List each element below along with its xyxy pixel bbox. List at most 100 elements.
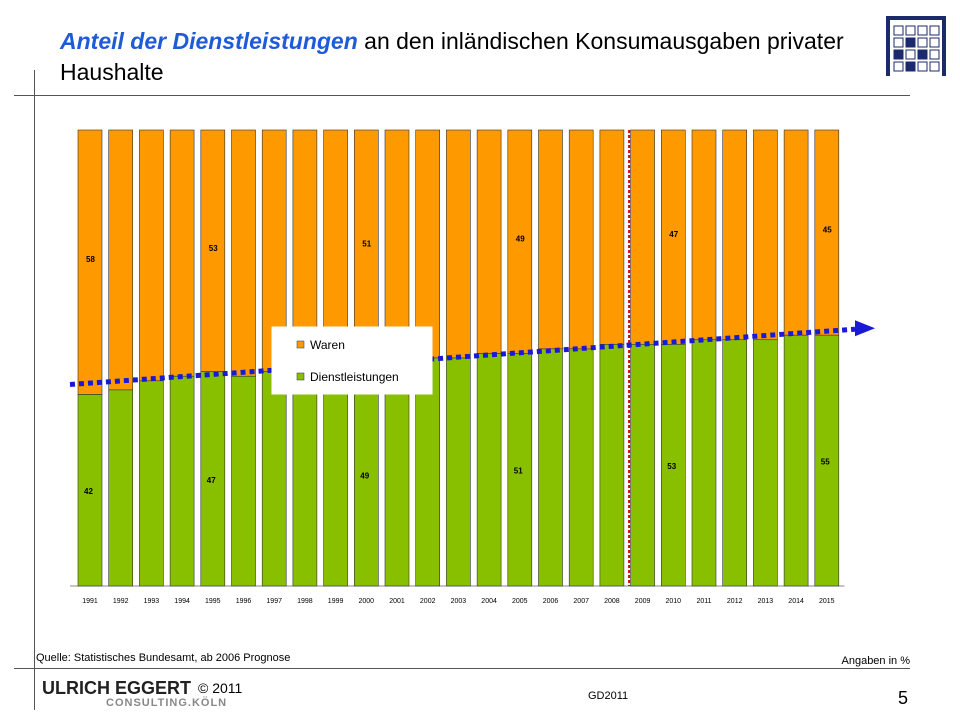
tick-label-2004: 2004 xyxy=(481,598,497,605)
bar-waren-2003 xyxy=(446,129,471,359)
bar-waren-1995 xyxy=(200,129,226,372)
tick-label-2013: 2013 xyxy=(758,598,774,605)
header-divider xyxy=(14,95,910,96)
bar-waren-2008 xyxy=(599,129,625,345)
tick-label-2009: 2009 xyxy=(635,598,651,605)
bar-dienst-1994 xyxy=(169,375,195,587)
tick-label-2000: 2000 xyxy=(359,598,375,605)
bar-waren-2014 xyxy=(783,129,809,336)
tick-label-2012: 2012 xyxy=(727,598,743,605)
bar-dienst-2008 xyxy=(599,344,625,587)
tick-label-1999: 1999 xyxy=(328,598,344,605)
tick-label-1998: 1998 xyxy=(297,598,313,605)
legend-box xyxy=(271,326,433,395)
title-highlight: Anteil der Dienstleistungen xyxy=(60,28,358,54)
tick-label-2014: 2014 xyxy=(788,598,804,605)
tick-label-2008: 2008 xyxy=(604,598,620,605)
tick-label-2005: 2005 xyxy=(512,598,528,605)
bar-dienst-1996 xyxy=(231,375,256,587)
data-label-dienst-2005: 51 xyxy=(514,467,523,476)
legend-label-waren: Waren xyxy=(310,338,345,352)
unit-note: Angaben in % xyxy=(841,655,911,667)
bar-dienst-1998 xyxy=(292,366,318,587)
bar-waren-1992 xyxy=(108,129,133,391)
bar-waren-2013 xyxy=(753,129,778,341)
data-label-dienst-1995: 47 xyxy=(207,476,216,485)
bar-dienst-2009 xyxy=(630,344,655,587)
legend-swatch-dienst xyxy=(296,372,305,381)
tick-label-2002: 2002 xyxy=(420,598,436,605)
bar-waren-2010 xyxy=(660,129,686,345)
bar-dienst-2007 xyxy=(568,348,594,587)
bar-dienst-2012 xyxy=(722,339,748,587)
bar-waren-2011 xyxy=(691,129,717,341)
bar-dienst-2006 xyxy=(538,348,563,587)
bar-dienst-2004 xyxy=(476,353,502,587)
title-rest: an den inländischen Konsumausgaben priva… xyxy=(60,28,844,85)
data-label-waren-2015: 45 xyxy=(823,226,832,235)
bar-dienst-2014 xyxy=(783,334,809,587)
data-label-waren-1991: 58 xyxy=(86,255,95,264)
tick-label-1996: 1996 xyxy=(236,598,252,605)
bar-waren-2000 xyxy=(353,129,379,363)
tick-label-1991: 1991 xyxy=(82,598,98,605)
bar-waren-2002 xyxy=(415,129,441,359)
tick-label-2011: 2011 xyxy=(696,598,711,605)
bar-waren-1996 xyxy=(231,129,256,377)
bar-waren-2012 xyxy=(722,129,748,341)
bar-dienst-1995 xyxy=(200,371,226,587)
tick-label-2001: 2001 xyxy=(389,598,405,605)
data-label-dienst-1991: 42 xyxy=(84,487,93,496)
bar-dienst-1999 xyxy=(323,366,348,587)
tick-label-1995: 1995 xyxy=(205,598,221,605)
tick-label-2007: 2007 xyxy=(573,598,589,605)
brand-sub: CONSULTING.KÖLN xyxy=(106,697,228,709)
bar-dienst-1992 xyxy=(108,389,133,587)
document-code: GD2011 xyxy=(588,690,629,702)
bar-dienst-2003 xyxy=(446,357,471,587)
bar-waren-2006 xyxy=(538,129,563,350)
footer-divider xyxy=(14,668,910,669)
data-label-waren-2000: 51 xyxy=(362,239,371,248)
tick-label-2015: 2015 xyxy=(819,598,835,605)
left-divider xyxy=(34,70,35,710)
tick-label-1997: 1997 xyxy=(266,598,282,605)
trend-arrowhead xyxy=(855,320,875,337)
bar-dienst-1997 xyxy=(261,371,287,587)
data-label-waren-2010: 47 xyxy=(669,230,678,239)
data-label-dienst-2010: 53 xyxy=(667,462,676,471)
bar-dienst-2002 xyxy=(415,357,441,587)
bar-waren-2005 xyxy=(507,129,533,354)
data-label-dienst-2000: 49 xyxy=(360,471,369,480)
bar-waren-1994 xyxy=(169,129,195,377)
bar-dienst-2011 xyxy=(691,339,717,587)
bar-dienst-2013 xyxy=(753,339,778,587)
tick-label-1994: 1994 xyxy=(174,598,190,605)
copyright: © 2011 xyxy=(198,680,243,696)
legend-swatch-waren xyxy=(296,340,305,349)
data-label-dienst-2015: 55 xyxy=(821,458,830,467)
tick-label-2006: 2006 xyxy=(543,598,559,605)
bar-dienst-2015 xyxy=(814,334,840,587)
page-title: Anteil der Dienstleistungen an den inlän… xyxy=(60,26,870,88)
data-label-waren-1995: 53 xyxy=(209,244,218,253)
bar-waren-1993 xyxy=(139,129,164,382)
source-note: Quelle: Statistisches Bundesamt, ab 2006… xyxy=(36,652,291,664)
bar-waren-2001 xyxy=(384,129,410,363)
brand-name: ULRICH EGGERT xyxy=(42,678,192,698)
legend-label-dienst: Dienstleistungen xyxy=(310,370,399,384)
tick-label-1993: 1993 xyxy=(144,598,160,605)
tick-label-2003: 2003 xyxy=(451,598,467,605)
bar-waren-2007 xyxy=(568,129,594,350)
bar-waren-2004 xyxy=(476,129,502,354)
bar-dienst-1991 xyxy=(77,394,103,587)
bar-waren-2015 xyxy=(814,129,840,336)
grid-logo-icon xyxy=(886,16,946,76)
bar-waren-1991 xyxy=(77,129,103,395)
tick-label-1992: 1992 xyxy=(113,598,129,605)
page-number: 5 xyxy=(898,688,909,708)
bar-dienst-2005 xyxy=(507,353,533,587)
bar-dienst-2000 xyxy=(353,362,379,587)
bar-waren-2009 xyxy=(630,129,655,345)
tick-label-2010: 2010 xyxy=(666,598,682,605)
